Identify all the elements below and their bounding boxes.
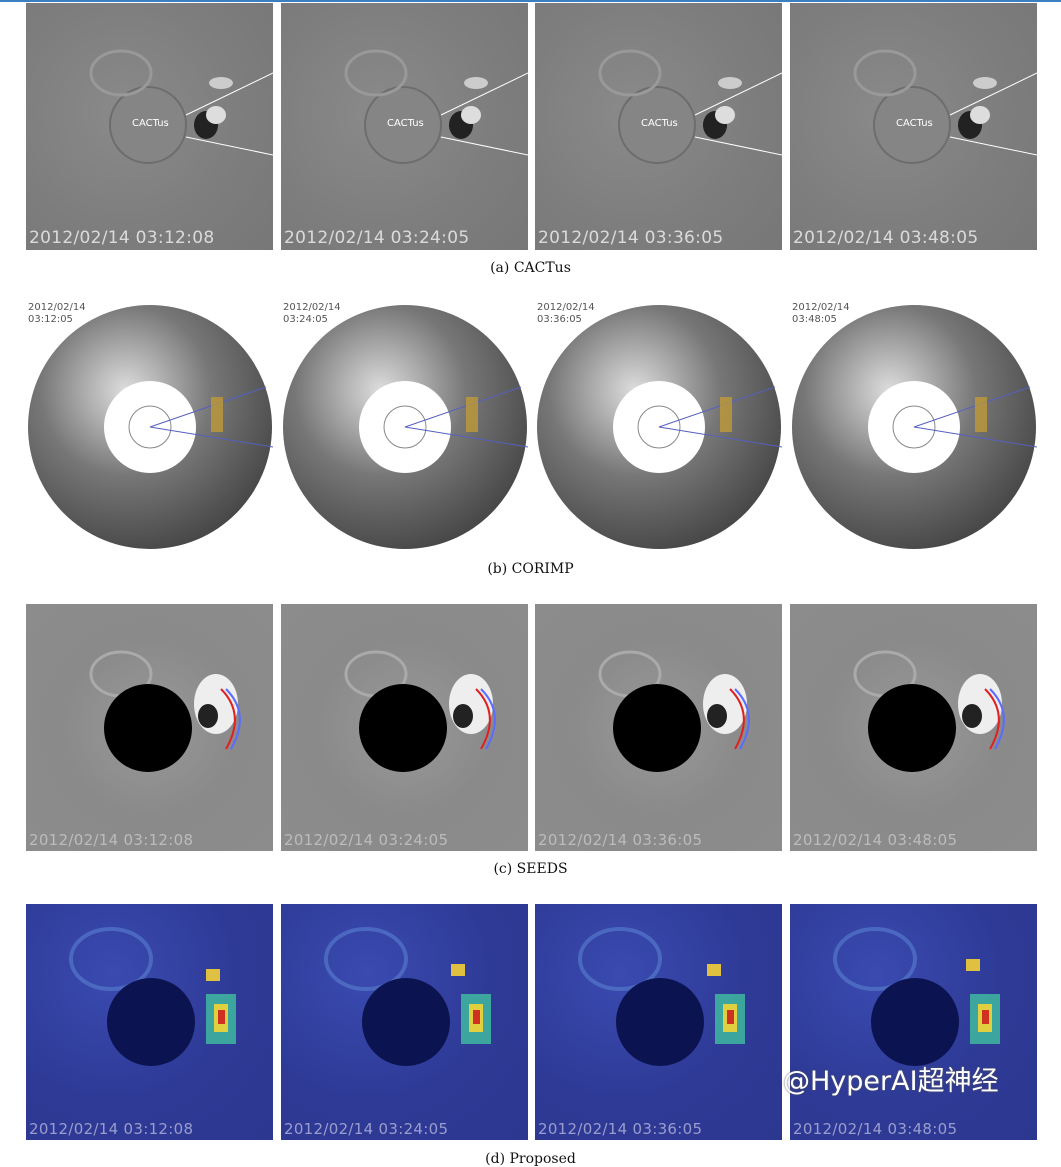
- panel-d-1: 2012/02/14 03:12:08: [26, 904, 273, 1140]
- top-rule: [0, 0, 1061, 2]
- cactus-label: CACTus: [641, 118, 678, 129]
- timestamp: 2012/02/14 03:36:05: [538, 1120, 703, 1138]
- panel-d-2: 2012/02/14 03:24:05: [281, 904, 528, 1140]
- panel-d-3: 2012/02/14 03:36:05: [535, 904, 782, 1140]
- panel-a-1: CACTus 2012/02/14 03:12:08: [26, 3, 273, 250]
- panel-c-3: 2012/02/14 03:36:05: [535, 604, 782, 851]
- panel-a-4: CACTus 2012/02/14 03:48:05: [790, 3, 1037, 250]
- time-label: 03:48:05: [792, 314, 837, 325]
- panel-b-3: 2012/02/14 03:36:05: [535, 297, 782, 550]
- timestamp: 2012/02/14 03:12:08: [29, 228, 215, 248]
- date-label: 2012/02/14: [283, 302, 341, 313]
- date-label: 2012/02/14: [792, 302, 850, 313]
- panel-b-2: 2012/02/14 03:24:05: [281, 297, 528, 550]
- subfigure-caption: (b) CORIMP: [487, 561, 574, 577]
- timestamp: 2012/02/14 03:48:05: [793, 228, 979, 248]
- panel-a-2: CACTus 2012/02/14 03:24:05: [281, 3, 528, 250]
- timestamp: 2012/02/14 03:12:08: [29, 831, 194, 849]
- time-label: 03:24:05: [283, 314, 328, 325]
- time-label: 03:36:05: [537, 314, 582, 325]
- watermark: @HyperAI超神经: [783, 1066, 999, 1097]
- cactus-label: CACTus: [896, 118, 933, 129]
- date-label: 2012/02/14: [28, 302, 86, 313]
- panel-c-2: 2012/02/14 03:24:05: [281, 604, 528, 851]
- panel-c-1: 2012/02/14 03:12:08: [26, 604, 273, 851]
- subfigure-caption: (d) Proposed: [485, 1151, 576, 1167]
- timestamp: 2012/02/14 03:24:05: [284, 1120, 449, 1138]
- timestamp: 2012/02/14 03:12:08: [29, 1120, 194, 1138]
- subfigure-caption: (a) CACTus: [490, 260, 571, 276]
- timestamp: 2012/02/14 03:36:05: [538, 228, 724, 248]
- timestamp: 2012/02/14 03:36:05: [538, 831, 703, 849]
- panel-a-3: CACTus 2012/02/14 03:36:05: [535, 3, 782, 250]
- timestamp: 2012/02/14 03:48:05: [793, 1120, 958, 1138]
- panel-b-1: 2012/02/14 03:12:05: [26, 297, 273, 550]
- time-label: 03:12:05: [28, 314, 73, 325]
- panel-c-4: 2012/02/14 03:48:05: [790, 604, 1037, 851]
- timestamp: 2012/02/14 03:24:05: [284, 831, 449, 849]
- cactus-label: CACTus: [132, 118, 169, 129]
- panel-d-4: 2012/02/14 03:48:05: [790, 904, 1037, 1140]
- date-label: 2012/02/14: [537, 302, 595, 313]
- cactus-label: CACTus: [387, 118, 424, 129]
- panel-b-4: 2012/02/14 03:48:05: [790, 297, 1037, 550]
- timestamp: 2012/02/14 03:48:05: [793, 831, 958, 849]
- timestamp: 2012/02/14 03:24:05: [284, 228, 470, 248]
- subfigure-caption: (c) SEEDS: [493, 861, 568, 877]
